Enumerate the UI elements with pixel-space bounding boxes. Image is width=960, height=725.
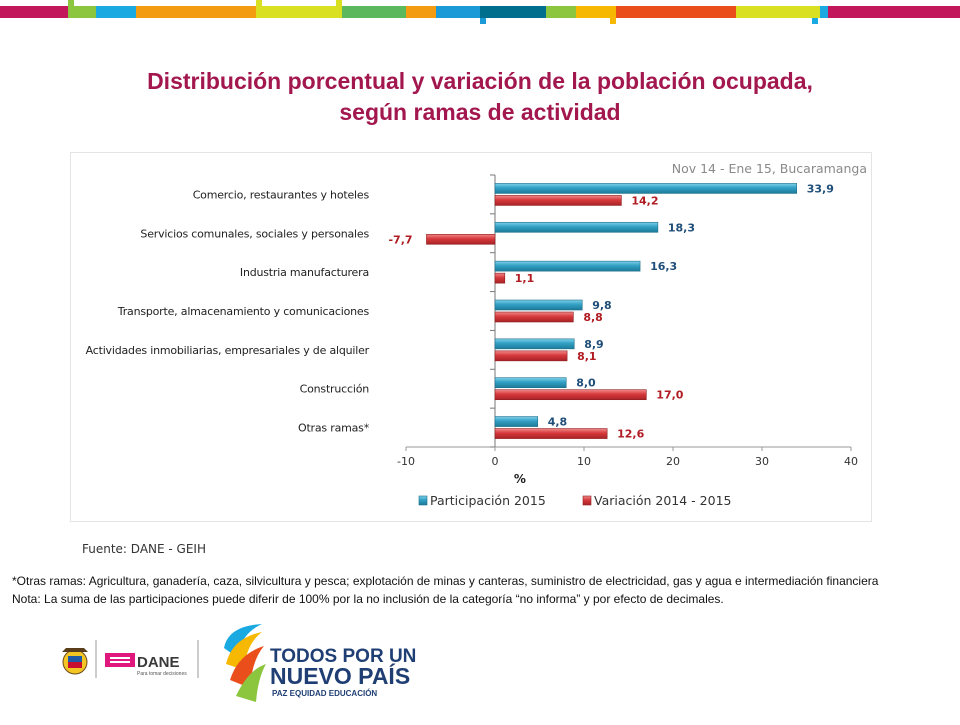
bar-participacion — [494, 338, 575, 350]
dane-logo-tagline: Para tomar decisiones — [137, 671, 187, 677]
topbar-notch — [68, 0, 74, 6]
category-label: Servicios comunales, sociales y personal… — [140, 227, 369, 240]
bar-variacion — [494, 311, 574, 323]
topbar-segment — [576, 6, 616, 18]
gov-logo-line-3: PAZ EQUIDAD EDUCACIÓN — [272, 689, 377, 698]
bar-variacion — [494, 428, 608, 439]
data-label-participacion: 33,9 — [807, 182, 834, 195]
data-label-participacion: 16,3 — [650, 260, 677, 273]
topbar-segment — [0, 6, 68, 18]
legend-label-variacion: Variación 2014 - 2015 — [594, 493, 731, 508]
x-tick-label: -10 — [397, 455, 415, 468]
data-label-variacion: 14,2 — [631, 194, 658, 207]
data-label-variacion: 1,1 — [515, 272, 535, 285]
topbar-notch — [336, 0, 342, 6]
coat-of-arms-icon — [62, 648, 88, 675]
category-label: Comercio, restaurantes y hoteles — [193, 188, 370, 201]
x-tick-label: 20 — [666, 455, 680, 468]
gov-logo-line-1: TODOS POR UN — [270, 646, 416, 667]
bar-variacion — [494, 272, 506, 284]
bar-participacion — [494, 377, 567, 389]
topbar-segment — [406, 6, 436, 18]
dane-logo-name: DANE — [137, 654, 180, 671]
footer-logos: DANE Para tomar decisiones TODOS POR UN … — [0, 618, 960, 720]
footnote-otras-ramas: *Otras ramas: Agricultura, ganadería, ca… — [12, 574, 879, 588]
data-label-participacion: 8,9 — [584, 338, 604, 351]
x-tick-label: 30 — [755, 455, 769, 468]
topbar-notch — [610, 18, 616, 24]
topbar-notch — [256, 0, 262, 6]
bar-participacion — [494, 299, 583, 311]
chart-area: Nov 14 - Ene 15, Bucaramanga -10 0 10 20 30 4… — [70, 152, 872, 522]
category-label: Otras ramas* — [298, 422, 370, 435]
topbar-segment — [96, 6, 136, 18]
bar-participacion — [494, 183, 798, 194]
data-label-variacion: 17,0 — [656, 389, 683, 402]
gov-logo-line-2: NUEVO PAÍS — [270, 662, 410, 689]
chart-axes: -10 0 10 20 30 40% — [397, 174, 858, 486]
chart-bars — [426, 183, 798, 439]
x-tick-label: 10 — [577, 455, 591, 468]
top-color-bar — [0, 0, 960, 24]
dane-logo: DANE Para tomar decisiones — [105, 653, 187, 677]
source-note: Fuente: DANE - GEIH — [82, 542, 206, 556]
x-tick-label: 40 — [844, 455, 858, 468]
title-line-2: según ramas de actividad — [339, 99, 621, 125]
category-label: Industria manufacturera — [240, 266, 369, 279]
data-label-participacion: 9,8 — [592, 299, 612, 312]
bar-chart: Nov 14 - Ene 15, Bucaramanga -10 0 10 20 30 4… — [86, 161, 867, 508]
chart-annotation: Nov 14 - Ene 15, Bucaramanga — [672, 161, 867, 176]
footnotes: *Otras ramas: Agricultura, ganadería, ca… — [12, 572, 878, 608]
legend-label-participacion: Participación 2015 — [430, 493, 546, 508]
data-label-variacion: 12,6 — [617, 428, 644, 441]
bar-variacion — [426, 233, 496, 245]
topbar-notch — [812, 18, 818, 24]
topbar-segment — [480, 6, 546, 18]
topbar-segment — [68, 6, 96, 18]
topbar-segment — [342, 6, 406, 18]
topbar-segment — [256, 6, 342, 18]
footnote-nota: Nota: La suma de las participaciones pue… — [12, 592, 724, 606]
topbar-segment — [820, 6, 828, 18]
title-line-1: Distribución porcentual y variación de l… — [147, 68, 813, 94]
data-label-variacion: 8,1 — [577, 350, 597, 363]
bar-variacion — [494, 389, 647, 401]
bar-variacion — [494, 350, 568, 362]
topbar-segment — [136, 6, 256, 18]
bar-participacion — [494, 221, 659, 233]
legend-swatch-variacion — [582, 495, 592, 506]
data-label-variacion: 8,8 — [583, 311, 603, 324]
topbar-segment — [616, 6, 736, 18]
data-label-participacion: 8,0 — [576, 377, 596, 390]
bar-participacion — [494, 260, 641, 272]
category-label: Transporte, almacenamiento y comunicacio… — [117, 305, 370, 318]
category-label: Actividades inmobiliarias, empresariales… — [86, 344, 370, 357]
topbar-segment — [736, 6, 820, 18]
category-label: Construcción — [300, 383, 370, 396]
page-title: Distribución porcentual y variación de l… — [0, 66, 960, 128]
topbar-segment — [546, 6, 576, 18]
bar-participacion — [494, 416, 539, 427]
todos-por-un-nuevo-pais-logo: TODOS POR UN NUEVO PAÍS PAZ EQUIDAD EDUC… — [224, 624, 416, 702]
data-label-variacion: -7,7 — [388, 233, 412, 246]
bar-variacion — [494, 195, 622, 206]
x-axis-label: % — [514, 472, 526, 486]
chart-labels: Comercio, restaurantes y hoteles Servicio… — [86, 182, 834, 440]
data-label-participacion: 18,3 — [668, 221, 695, 234]
x-tick-label: 0 — [492, 455, 499, 468]
topbar-notch — [480, 18, 486, 24]
topbar-segment — [828, 6, 960, 18]
legend-swatch-participacion — [418, 495, 428, 506]
chart-legend: Participación 2015 Variación 2014 - 2015 — [418, 493, 731, 508]
topbar-segment — [436, 6, 480, 18]
data-label-participacion: 4,8 — [548, 416, 568, 429]
